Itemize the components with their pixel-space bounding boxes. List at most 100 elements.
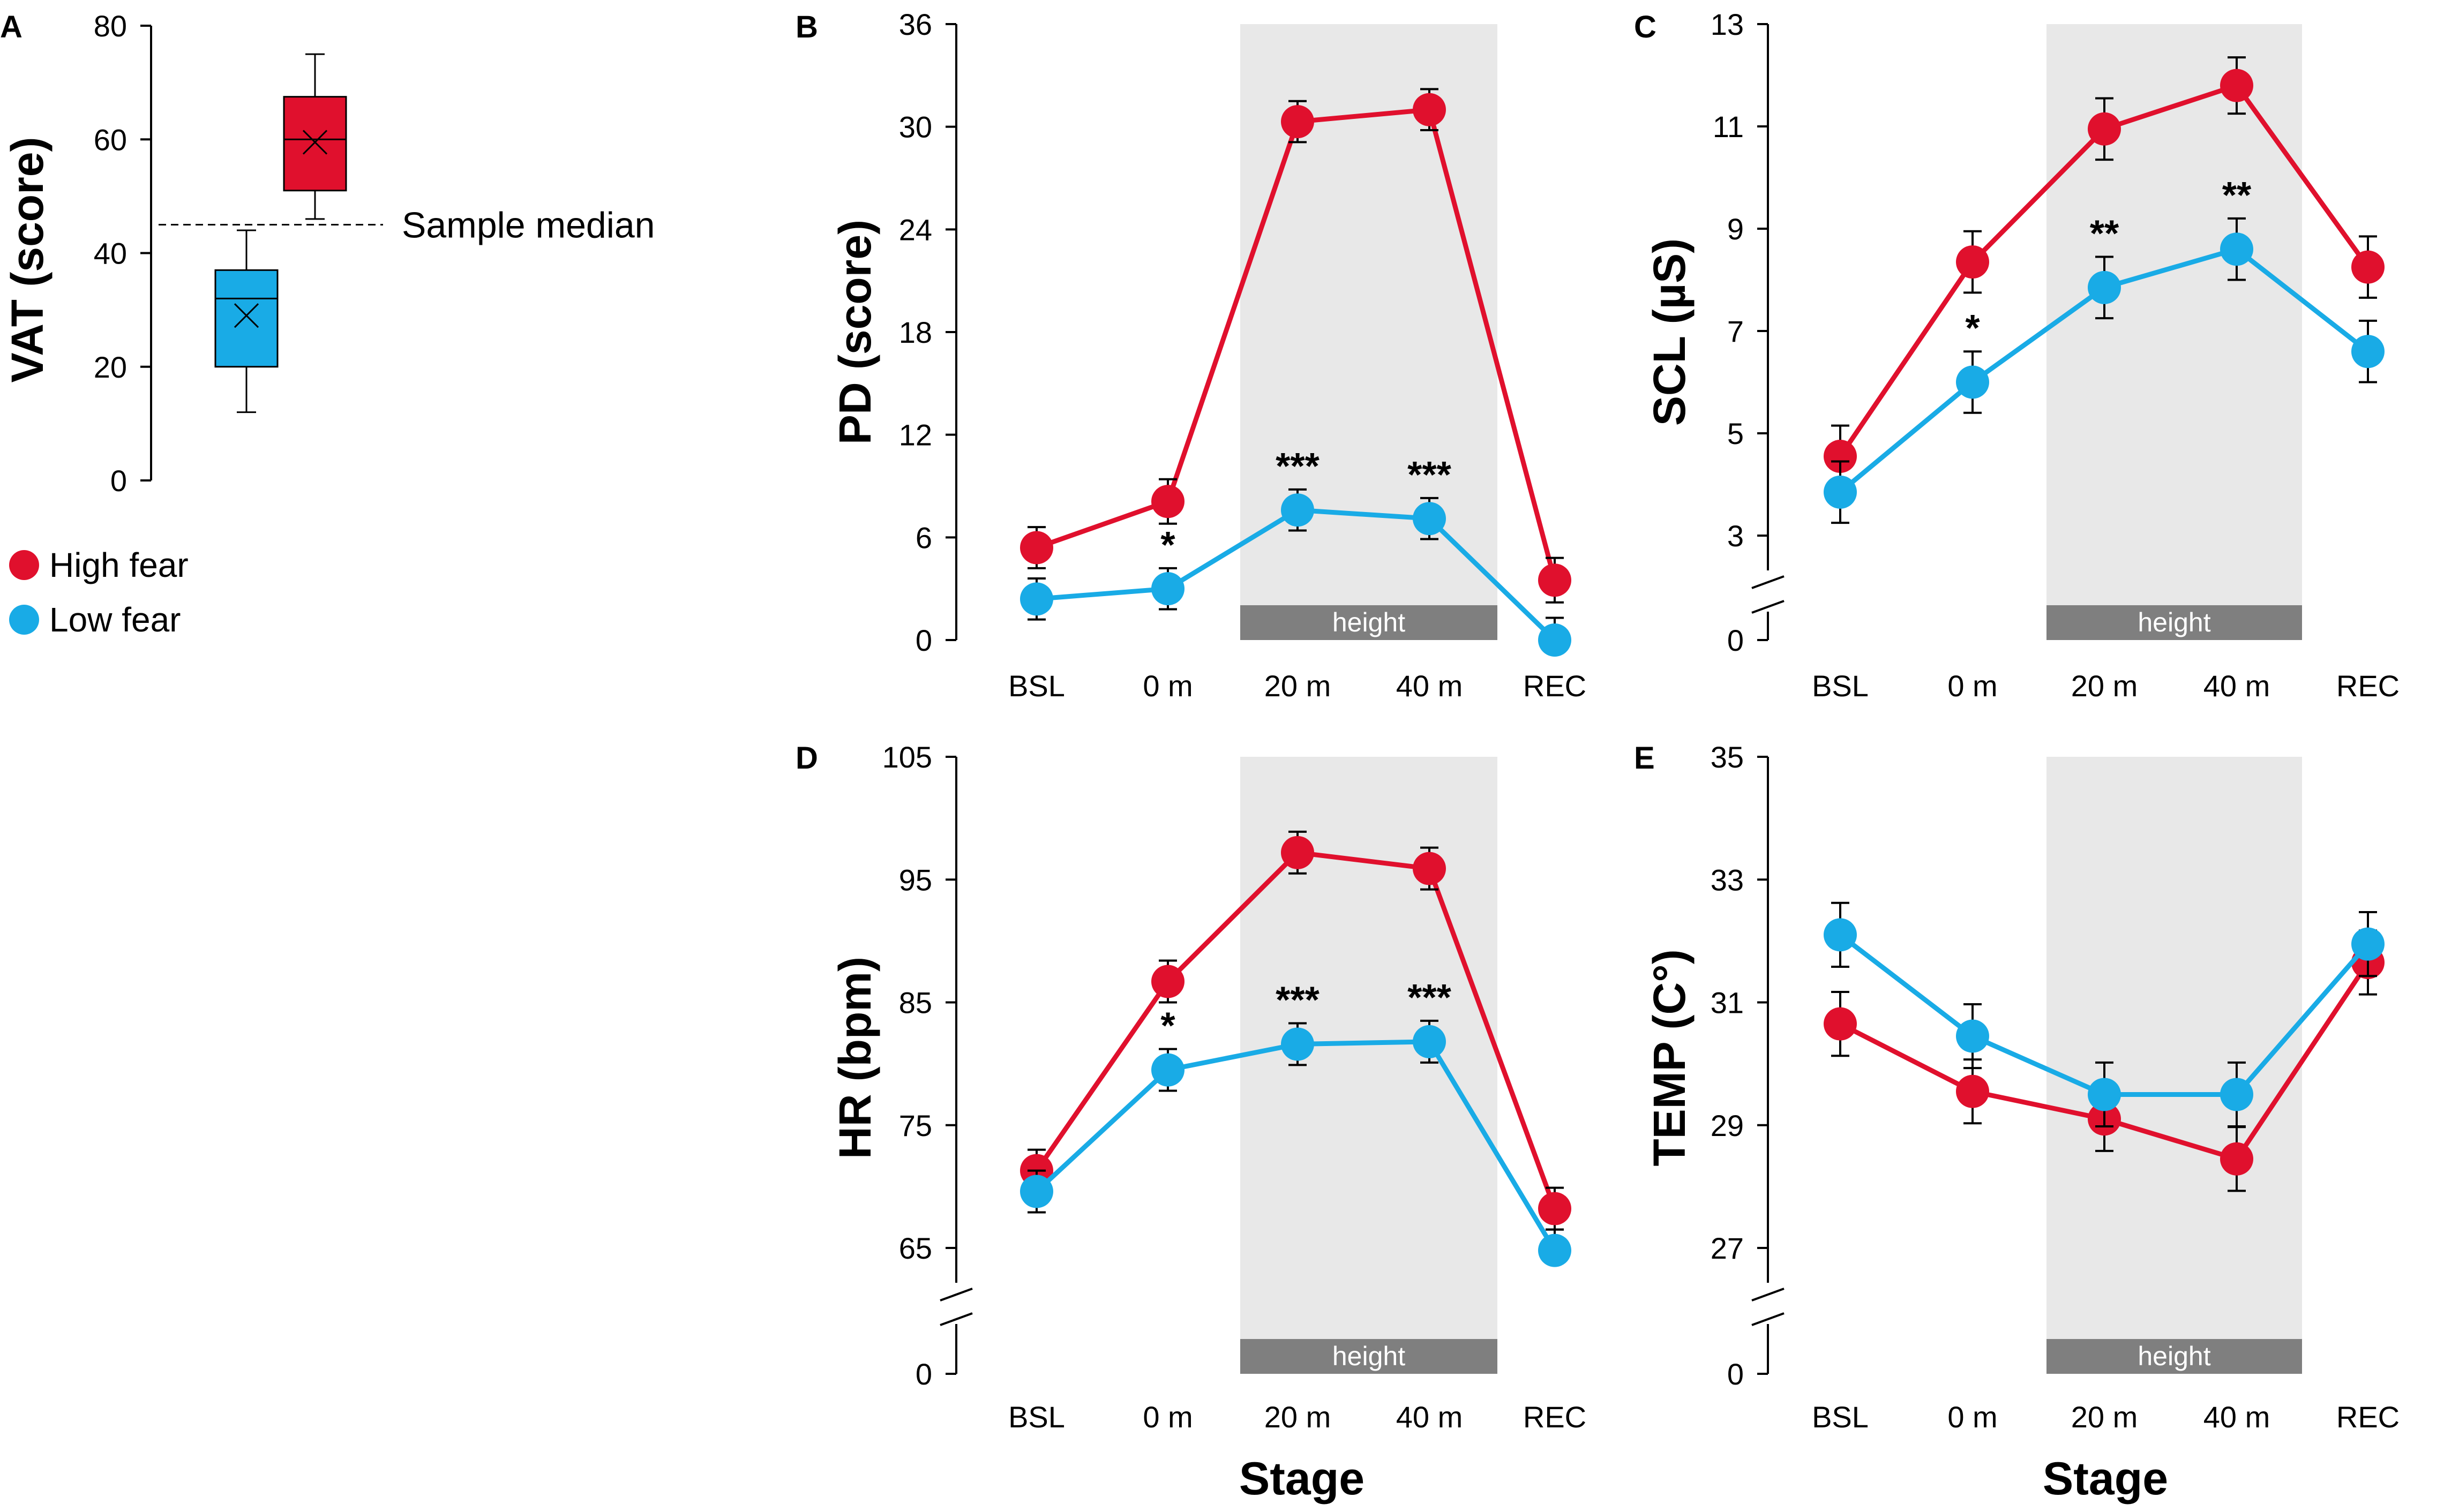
data-point-low-fear-d <box>1413 1025 1446 1058</box>
data-point-low-fear-e <box>2351 927 2385 961</box>
height-label-c: height <box>2138 607 2210 637</box>
panel-b-pd-chart: B PD (score) height 0 6 12 18 24 30 36 BSL 0 m 20 … <box>796 7 1586 703</box>
x-tick-label-e: REC <box>2336 1400 2400 1434</box>
data-point-low-fear-e <box>2220 1078 2253 1111</box>
axis-break-mark-c <box>1751 575 1785 589</box>
data-point-high-fear-e <box>1824 1007 1857 1041</box>
series-high-fear-b <box>1020 88 1571 604</box>
data-point-low-fear-e <box>1956 1019 1989 1053</box>
x-tick-label-d: REC <box>1523 1400 1586 1434</box>
data-point-low-fear-c <box>2088 270 2121 304</box>
y-axis-title-e: TEMP (C°) <box>1644 949 1695 1166</box>
panel-a-vat-boxplot: A VAT (score) 0 20 40 60 80 Sample median <box>0 9 655 498</box>
x-tick-label-e: 0 m <box>1947 1400 1997 1434</box>
panel-letter-e: E <box>1634 741 1655 776</box>
box-mean-marker-high-fear <box>302 130 328 155</box>
y-tick-label-a: 0 <box>110 464 127 498</box>
significance-marker-b: *** <box>1407 454 1451 495</box>
series-low-fear-b <box>1020 488 1571 657</box>
data-point-high-fear-c <box>1956 245 1989 279</box>
panel-letter-c: C <box>1634 10 1656 44</box>
x-tick-label-b: 40 m <box>1396 669 1463 703</box>
box-low-fear <box>214 229 279 413</box>
box-mean-marker-low-fear <box>234 303 259 328</box>
y-axis-title-c: SCL (µS) <box>1644 238 1695 426</box>
legend-low-fear-label: Low fear <box>49 600 181 639</box>
data-point-low-fear-c <box>1824 475 1857 509</box>
significance-marker-b: *** <box>1276 445 1320 487</box>
y-tick-label-zero-c: 0 <box>1727 623 1744 657</box>
y-tick-label-e: 35 <box>1711 740 1744 774</box>
x-tick-label-d: 0 m <box>1143 1400 1193 1434</box>
significance-marker-c: ** <box>2222 174 2252 216</box>
y-tick-label-c: 3 <box>1727 519 1744 553</box>
significance-marker-d: *** <box>1276 979 1320 1020</box>
x-tick-label-d: BSL <box>1008 1400 1065 1434</box>
y-tick-label-e: 29 <box>1711 1109 1744 1142</box>
y-tick-label-b: 30 <box>899 110 932 144</box>
y-tick-label-b: 18 <box>899 315 932 349</box>
y-tick-label-d: 95 <box>899 863 932 897</box>
data-point-low-fear-b <box>1281 493 1314 527</box>
x-tick-label-c: BSL <box>1812 669 1869 703</box>
y-tick-label-d: 105 <box>882 740 932 774</box>
data-point-low-fear-b <box>1538 623 1571 657</box>
y-axis-title-b: PD (score) <box>830 220 880 445</box>
height-label-b: height <box>1332 607 1405 637</box>
data-point-high-fear-b <box>1151 485 1184 518</box>
y-tick-label-b: 6 <box>916 521 932 554</box>
y-tick-label-c: 11 <box>1713 110 1744 144</box>
y-tick-label-zero-d: 0 <box>916 1357 932 1391</box>
axis-break-mark-d <box>940 1312 973 1326</box>
y-tick-label-d: 75 <box>899 1109 932 1142</box>
y-tick-label-c: 9 <box>1727 212 1744 246</box>
data-point-high-fear-b <box>1020 531 1053 565</box>
axis-break-mark-c <box>1751 600 1785 614</box>
panel-e-temp-chart: E TEMP (C°) Stage height 0 27 29 31 33 35 BSL 0 … <box>1634 740 2400 1505</box>
data-point-low-fear-d <box>1281 1027 1314 1061</box>
data-point-low-fear-b <box>1151 572 1184 606</box>
box-iqr-low-fear <box>214 269 279 368</box>
y-tick-label-a: 20 <box>94 350 127 384</box>
y-tick-label-e: 31 <box>1711 986 1744 1020</box>
significance-marker-d: * <box>1160 1005 1175 1047</box>
x-tick-label-d: 20 m <box>1264 1400 1331 1434</box>
y-tick-label-b: 0 <box>916 623 932 657</box>
y-tick-label-e: 33 <box>1711 863 1744 897</box>
data-point-low-fear-c <box>1956 365 1989 399</box>
box-high-fear <box>283 53 347 220</box>
data-point-low-fear-c <box>2351 335 2385 368</box>
significance-marker-b: * <box>1160 524 1175 566</box>
axis-break-mark-e <box>1751 1288 1785 1302</box>
data-point-low-fear-c <box>2220 232 2253 266</box>
x-tick-label-c: 40 m <box>2203 669 2270 703</box>
data-point-high-fear-b <box>1538 563 1571 597</box>
x-tick-label-e: 20 m <box>2071 1400 2138 1434</box>
y-tick-label-d: 85 <box>899 986 932 1020</box>
data-point-low-fear-d <box>1151 1053 1184 1087</box>
y-tick-label-b: 36 <box>899 7 932 41</box>
height-label-e: height <box>2138 1341 2210 1371</box>
data-point-high-fear-d <box>1413 852 1446 885</box>
legend-high-fear-marker <box>9 550 39 580</box>
significance-marker-c: * <box>1965 307 1980 349</box>
y-axis-title-a: VAT (score) <box>2 137 53 383</box>
x-tick-label-b: BSL <box>1008 669 1065 703</box>
series-high-fear-c <box>1824 56 2385 488</box>
x-tick-label-c: 0 m <box>1947 669 1997 703</box>
data-point-low-fear-d <box>1538 1233 1571 1267</box>
data-point-high-fear-c <box>2088 112 2121 146</box>
x-tick-label-b: 20 m <box>1264 669 1331 703</box>
y-tick-label-a: 80 <box>94 9 127 43</box>
height-shaded-region-d <box>1240 757 1497 1374</box>
data-point-high-fear-e <box>1956 1074 1989 1108</box>
x-axis-title-e: Stage <box>2043 1453 2168 1505</box>
x-tick-label-e: 40 m <box>2203 1400 2270 1434</box>
x-axis-title-d: Stage <box>1239 1453 1365 1505</box>
height-bar-d <box>1240 1339 1497 1374</box>
panel-letter-d: D <box>796 741 818 776</box>
panel-c-scl-chart: C SCL (µS) height 0 3 5 7 9 11 13 BSL 0 m 20 m 40 m… <box>1634 7 2400 703</box>
data-point-high-fear-d <box>1281 836 1314 869</box>
x-tick-label-d: 40 m <box>1396 1400 1463 1434</box>
